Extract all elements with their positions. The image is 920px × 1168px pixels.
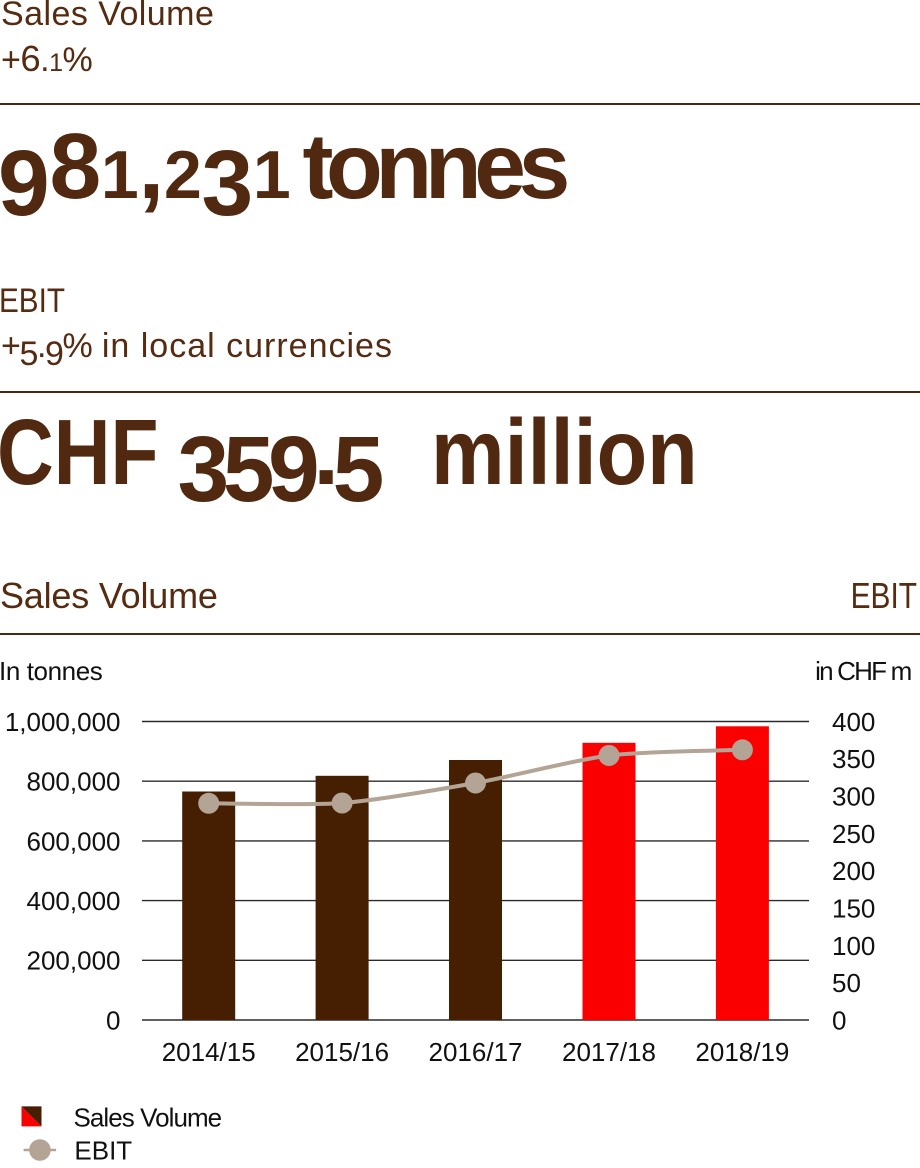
- svg-text:2014/15: 2014/15: [162, 1037, 256, 1067]
- svg-text:2016/17: 2016/17: [429, 1037, 523, 1067]
- svg-text:0: 0: [832, 1005, 846, 1035]
- svg-text:600,000: 600,000: [27, 826, 121, 856]
- svg-text:250: 250: [832, 819, 875, 849]
- svg-text:Sales Volume: Sales Volume: [74, 1103, 222, 1133]
- svg-text:2017/18: 2017/18: [562, 1037, 656, 1067]
- svg-text:2015/16: 2015/16: [295, 1037, 389, 1067]
- svg-text:300: 300: [832, 782, 875, 812]
- svg-text:0: 0: [106, 1005, 120, 1035]
- svg-text:2018/19: 2018/19: [695, 1037, 789, 1067]
- svg-text:200: 200: [832, 856, 875, 886]
- svg-text:EBIT: EBIT: [74, 1136, 132, 1166]
- svg-text:150: 150: [832, 894, 875, 924]
- svg-text:50: 50: [832, 968, 861, 998]
- svg-text:350: 350: [832, 744, 875, 774]
- svg-text:100: 100: [832, 931, 875, 961]
- svg-text:200,000: 200,000: [27, 946, 121, 976]
- svg-text:800,000: 800,000: [27, 767, 121, 797]
- svg-text:400,000: 400,000: [27, 886, 121, 916]
- svg-text:1,000,000: 1,000,000: [5, 707, 121, 737]
- svg-text:400: 400: [832, 707, 875, 737]
